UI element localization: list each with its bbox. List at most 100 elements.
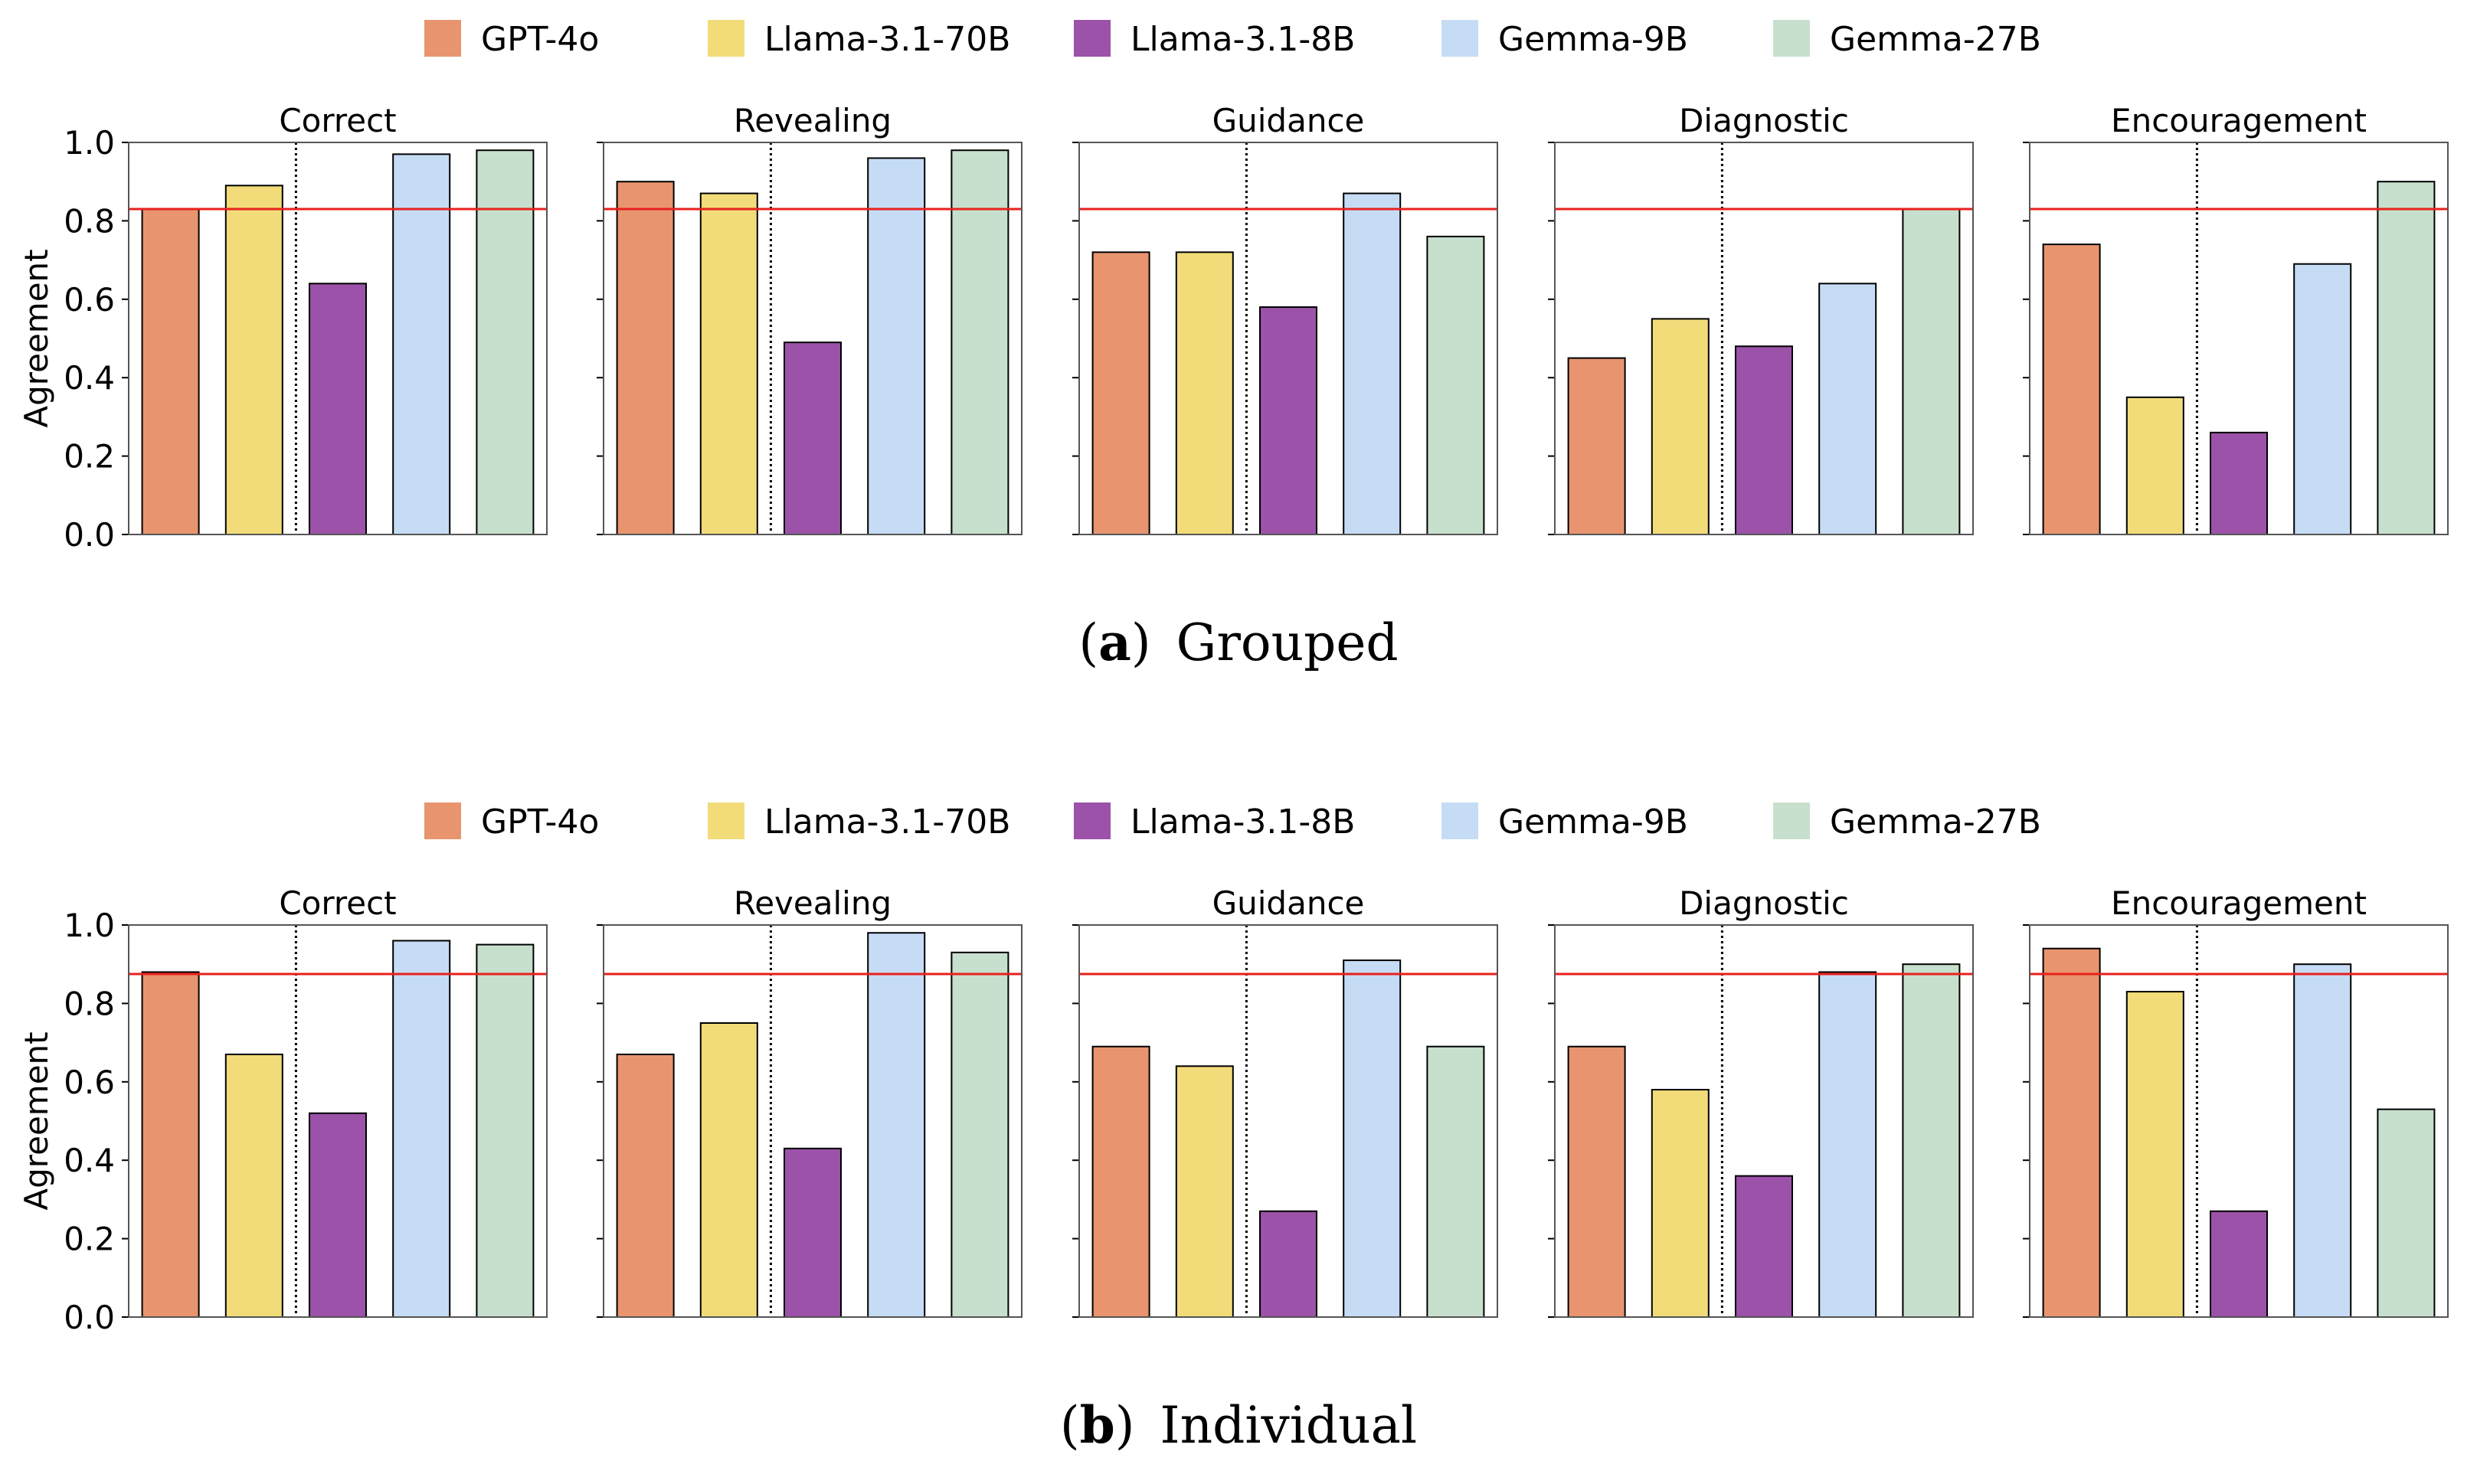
bar	[309, 1112, 367, 1318]
bar	[1175, 251, 1234, 535]
y-tick-label: 0.8	[64, 985, 115, 1022]
bar	[699, 1022, 758, 1318]
panel-encouragement: Encouragement	[2023, 884, 2449, 1319]
panel-title: Guidance	[1212, 102, 1365, 139]
panel-frame	[1078, 924, 1498, 1318]
bar	[1567, 1045, 1626, 1318]
bar	[1651, 318, 1710, 535]
y-tick-label: 0.6	[64, 1064, 115, 1101]
legend-swatch	[1074, 802, 1111, 839]
panel-title: Revealing	[734, 102, 892, 139]
panel-title: Encouragement	[2111, 102, 2367, 139]
bar	[2377, 1108, 2436, 1318]
legend: GPT-4o Llama-3.1-70B Llama-3.1-8B Gemma-9B G…	[424, 20, 2041, 59]
bar	[1175, 1065, 1234, 1318]
bar	[224, 1053, 283, 1318]
panel-title: Correct	[279, 884, 396, 922]
panel-title: Guidance	[1212, 884, 1365, 922]
bar	[392, 940, 451, 1318]
bar	[476, 943, 535, 1318]
legend-swatch	[708, 802, 744, 839]
y-tick-label: 0.4	[64, 1142, 115, 1179]
bar	[2293, 963, 2352, 1318]
bar	[2293, 263, 2352, 535]
panel-diagnostic: Diagnostic	[1548, 102, 1974, 535]
y-tick-label: 0.0	[64, 1299, 115, 1336]
bar	[1902, 208, 1961, 535]
bar	[1426, 1045, 1485, 1318]
panel-frame	[603, 924, 1023, 1318]
bar	[2377, 181, 2436, 535]
y-axis-label: Agreement	[18, 1031, 55, 1210]
y-tick-label: 1.0	[64, 124, 115, 162]
bar	[867, 932, 926, 1318]
panel-frame	[128, 924, 548, 1318]
caption: (b) Individual	[1060, 1395, 1417, 1455]
bar	[1651, 1089, 1710, 1319]
bar	[1567, 357, 1626, 535]
legend-swatch	[1441, 802, 1478, 839]
bar	[1091, 1045, 1150, 1318]
legend-label: GPT-4o	[481, 802, 599, 842]
y-axis-label: Agreement	[18, 249, 55, 427]
panel-frame	[2029, 924, 2449, 1318]
legend-label: Llama-3.1-8B	[1131, 802, 1355, 842]
panel-diagnostic: Diagnostic	[1548, 884, 1974, 1319]
bar	[699, 192, 758, 535]
bar	[1259, 1210, 1317, 1319]
caption: (a) Grouped	[1078, 613, 1398, 672]
panel-encouragement: Encouragement	[2023, 102, 2449, 535]
bar	[784, 1147, 842, 1318]
bar	[1343, 192, 1402, 535]
bar	[1735, 1175, 1793, 1319]
panel-revealing: Revealing	[597, 884, 1023, 1318]
bar	[2125, 991, 2184, 1319]
bar	[309, 283, 367, 535]
bar	[951, 149, 1009, 536]
bar	[2042, 244, 2101, 535]
panel-title: Encouragement	[2111, 884, 2367, 922]
legend-swatch	[1773, 20, 1810, 57]
bar	[1426, 235, 1485, 535]
bar	[2210, 1210, 2268, 1319]
bar	[1259, 306, 1317, 535]
legend-label: Gemma-9B	[1498, 802, 1688, 842]
legend-label: Llama-3.1-8B	[1131, 20, 1355, 59]
bar	[616, 181, 675, 535]
legend-label: Gemma-27B	[1830, 802, 2041, 842]
bar	[1343, 959, 1402, 1318]
bar	[224, 185, 283, 535]
bar	[141, 208, 200, 535]
bar	[2042, 947, 2101, 1318]
bar	[2125, 396, 2184, 535]
panel-revealing: Revealing	[597, 102, 1023, 536]
panel-frame	[1078, 142, 1498, 535]
panel-guidance: Guidance	[1072, 102, 1498, 535]
panel-title: Diagnostic	[1679, 884, 1849, 922]
bar	[2210, 431, 2268, 535]
bar	[951, 951, 1009, 1318]
panel-frame	[1554, 142, 1974, 535]
bar	[616, 1053, 675, 1318]
legend-swatch	[424, 20, 461, 57]
panel-title: Correct	[279, 102, 396, 139]
legend-swatch	[708, 20, 744, 57]
panel-frame	[1554, 924, 1974, 1318]
bar	[1818, 283, 1877, 535]
legend-label: Llama-3.1-70B	[764, 802, 1010, 842]
panel-title: Diagnostic	[1679, 102, 1849, 139]
bar	[141, 971, 200, 1318]
legend-label: Llama-3.1-70B	[764, 20, 1010, 59]
bar	[867, 157, 926, 535]
legend-label: Gemma-27B	[1830, 20, 2041, 59]
y-tick-label: 0.0	[64, 516, 115, 554]
legend-swatch	[1773, 802, 1810, 839]
panel-frame	[2029, 142, 2449, 535]
panel-correct: Correct 0.0 0.2 0.4 0.6 0.8 1.0	[64, 102, 548, 554]
chart-individual: GPT-4o Llama-3.1-70B Llama-3.1-8B Gemma-9B G…	[18, 802, 2449, 1455]
legend-swatch	[1441, 20, 1478, 57]
bar	[476, 149, 535, 536]
bar	[784, 342, 842, 535]
legend-swatch	[424, 802, 461, 839]
legend-label: Gemma-9B	[1498, 20, 1688, 59]
